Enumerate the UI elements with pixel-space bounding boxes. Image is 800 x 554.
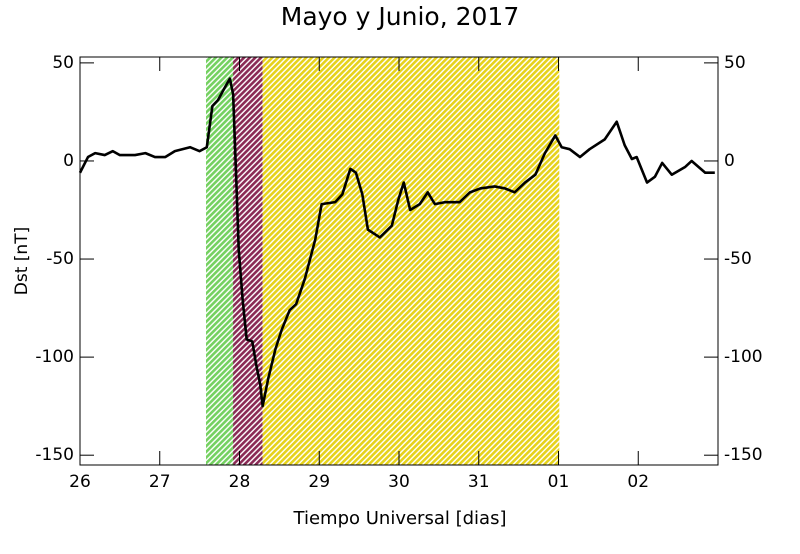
x-tick-label: 27 bbox=[149, 472, 171, 492]
y-tick-label: -150 bbox=[35, 445, 74, 465]
y-tick-label: -50 bbox=[46, 249, 74, 269]
y-tick-label-right: -100 bbox=[724, 347, 763, 367]
x-tick-label: 26 bbox=[69, 472, 91, 492]
shaded-region bbox=[233, 57, 263, 465]
x-tick-label: 01 bbox=[548, 472, 570, 492]
y-tick-label: -100 bbox=[35, 347, 74, 367]
data-line bbox=[78, 77, 715, 408]
chart-title: Mayo y Junio, 2017 bbox=[281, 2, 520, 31]
x-tick-label: 30 bbox=[388, 472, 410, 492]
x-tick-label: 29 bbox=[308, 472, 330, 492]
shaded-region bbox=[262, 57, 560, 465]
y-tick-label-right: 50 bbox=[724, 53, 746, 73]
y-tick-label: 50 bbox=[52, 53, 74, 73]
y-tick-label: 0 bbox=[63, 151, 74, 171]
x-axis-label: Tiempo Universal [dias] bbox=[293, 508, 507, 529]
y-tick-label-right: -150 bbox=[724, 445, 763, 465]
x-tick-label: 31 bbox=[468, 472, 490, 492]
y-tick-label-right: -50 bbox=[724, 249, 752, 269]
x-tick-label: 02 bbox=[627, 472, 649, 492]
x-tick-label: 28 bbox=[229, 472, 251, 492]
y-tick-label-right: 0 bbox=[724, 151, 735, 171]
y-axis-label: Dst [nT] bbox=[12, 227, 32, 295]
